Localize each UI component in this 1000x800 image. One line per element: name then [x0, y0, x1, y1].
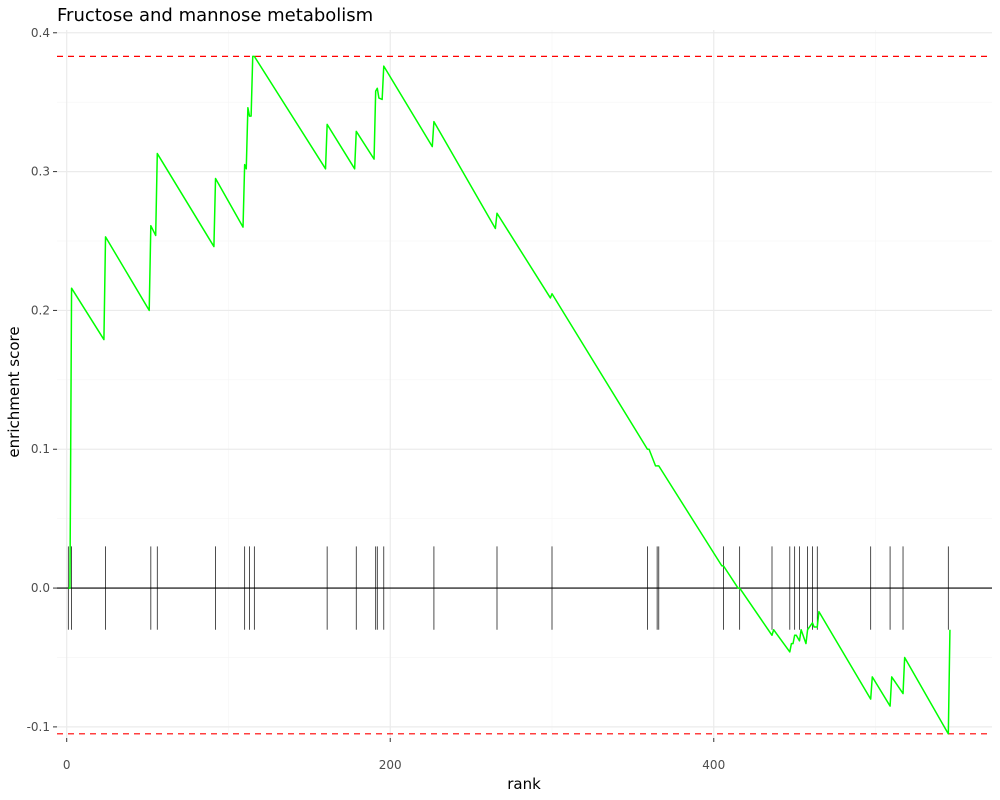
- chart-title: Fructose and mannose metabolism: [57, 5, 373, 26]
- y-tick-label: -0.1: [27, 720, 50, 734]
- y-tick-label: 0.2: [31, 303, 50, 317]
- y-axis: -0.1 0.0 0.1 0.2 0.3 0.4: [27, 26, 57, 734]
- y-tick-label: 0.3: [31, 165, 50, 179]
- y-tick-label: 0.4: [31, 26, 50, 40]
- y-tick-label: 0.1: [31, 442, 50, 456]
- y-tick-label: 0.0: [31, 581, 50, 595]
- reference-lines: [57, 55, 992, 735]
- x-axis: 0 200 400: [63, 738, 725, 772]
- x-axis-title: rank: [507, 775, 541, 793]
- x-tick-label: 400: [702, 758, 725, 772]
- x-tick-label: 200: [379, 758, 402, 772]
- x-tick-label: 0: [63, 758, 71, 772]
- es-series-line: [68, 55, 951, 735]
- enrichment-curve: [68, 55, 951, 735]
- y-axis-title: enrichment score: [5, 326, 23, 457]
- grid: [57, 30, 992, 738]
